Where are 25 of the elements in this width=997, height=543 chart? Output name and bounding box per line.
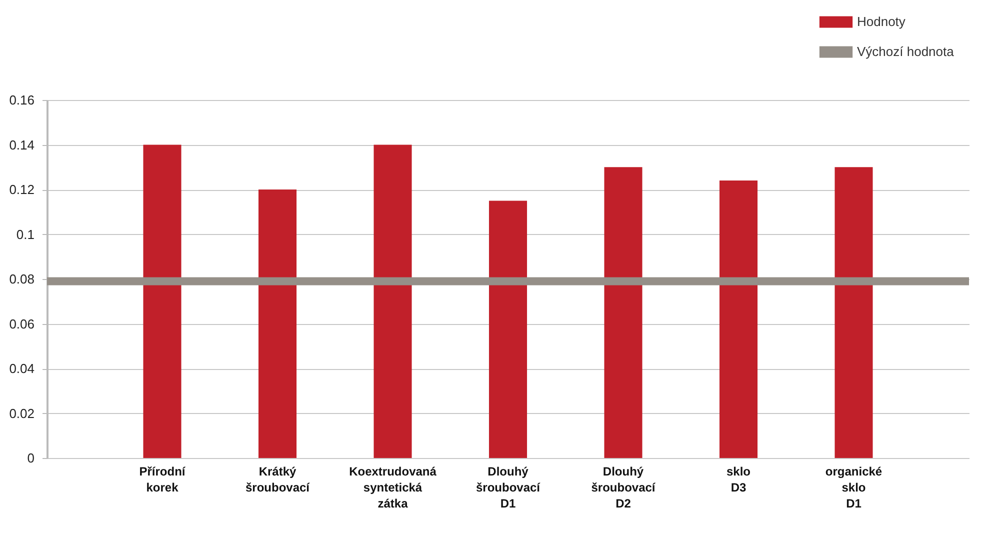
x-tick-label: Dlouhý šroubovací D2 — [591, 464, 656, 510]
legend-label: Výchozí hodnota — [857, 44, 955, 59]
x-tick-label: sklo D3 — [726, 464, 751, 494]
bar — [488, 200, 528, 458]
x-tick-label: Přírodní korek — [139, 464, 186, 494]
y-tick-label: 0.08 — [9, 272, 34, 286]
bar — [258, 190, 297, 458]
y-tick-label: 0.1 — [16, 226, 34, 242]
y-tick-label: 0.02 — [9, 406, 34, 421]
bar — [143, 144, 182, 458]
legend-label: Hodnoty — [857, 14, 906, 29]
y-tick-label: 0.14 — [9, 137, 34, 152]
bar — [374, 144, 412, 458]
x-tick-label: Krátký šroubovací — [245, 464, 310, 494]
y-tick-label: 0.04 — [9, 361, 34, 376]
x-tick-label: Dlouhý šroubovací D1 — [476, 464, 541, 510]
y-tick-label: 0.06 — [9, 316, 34, 332]
bar — [834, 167, 873, 458]
y-tick-label: 0.12 — [9, 182, 34, 197]
y-tick-label: 0.16 — [9, 92, 34, 108]
x-tick-label: organické sklo D1 — [825, 464, 882, 510]
bar — [604, 167, 642, 458]
x-tick-label: Koextrudovaná syntetická zátka — [349, 464, 437, 510]
y-tick-label: 0 — [27, 450, 34, 466]
bar — [719, 180, 758, 458]
